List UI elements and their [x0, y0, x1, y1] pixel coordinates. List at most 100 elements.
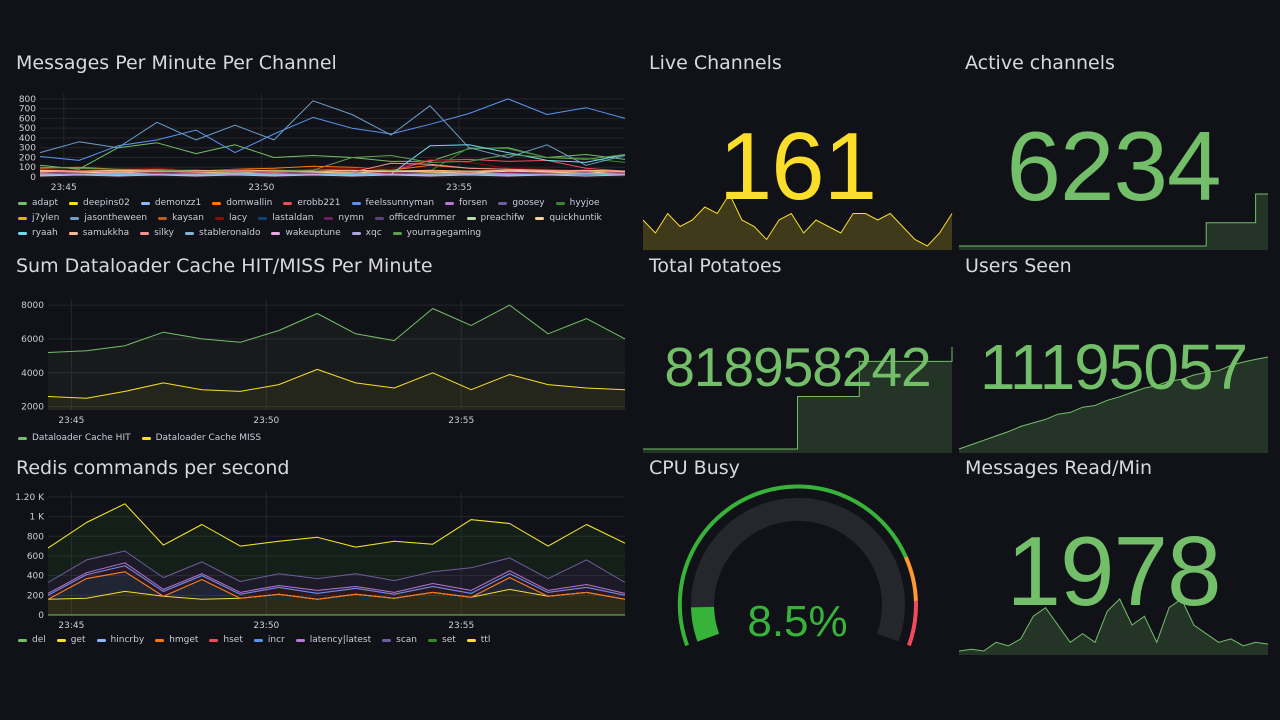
legend-item[interactable]: set: [428, 635, 456, 645]
legend-swatch: [141, 436, 151, 440]
legend-item[interactable]: del: [18, 635, 46, 645]
legend-item[interactable]: latency|latest: [295, 635, 371, 645]
legend-swatch: [158, 216, 168, 220]
legend-item[interactable]: deepins02: [69, 198, 130, 208]
legend-item[interactable]: ttl: [466, 635, 490, 645]
series-area: [48, 369, 625, 410]
legend-swatch: [96, 638, 106, 642]
series-line: [47, 571, 626, 600]
legend-label: Dataloader Cache MISS: [155, 433, 262, 443]
legend-item[interactable]: lacy: [214, 213, 248, 223]
stat-value: 818958242: [664, 336, 931, 398]
legend-item[interactable]: incr: [253, 635, 285, 645]
legend-item[interactable]: nymn: [324, 213, 364, 223]
series-line: [47, 304, 626, 353]
y-tick-label: 200: [19, 153, 36, 163]
legend-swatch: [56, 638, 66, 642]
legend-item[interactable]: Dataloader Cache HIT: [18, 433, 131, 443]
y-tick-label: 8000: [21, 301, 44, 311]
legend-swatch: [68, 231, 78, 235]
legend-item[interactable]: lastaldan: [258, 213, 313, 223]
legend-item[interactable]: hmget: [155, 635, 198, 645]
legend-label: hincrby: [110, 635, 145, 645]
legend-item[interactable]: goosey: [498, 198, 545, 208]
legend-item[interactable]: hyyjoe: [555, 198, 600, 208]
legend-swatch: [351, 231, 361, 235]
x-tick-label: 23:45: [51, 183, 77, 193]
legend-label: j7ylen: [32, 213, 60, 223]
legend-label: erobb221: [297, 198, 341, 208]
legend-swatch: [351, 201, 361, 205]
legend-swatch: [382, 638, 392, 642]
chart-legend: Dataloader Cache HIT Dataloader Cache MIS…: [18, 433, 633, 443]
y-tick-label: 600: [19, 114, 36, 124]
legend-item[interactable]: hset: [209, 635, 243, 645]
series-line: [39, 158, 626, 172]
legend-swatch: [466, 216, 476, 220]
x-tick-label: 23:45: [58, 416, 84, 426]
legend-item[interactable]: j7ylen: [18, 213, 59, 223]
legend-label: feelssunnyman: [365, 198, 435, 208]
legend-swatch: [18, 201, 27, 205]
legend-item[interactable]: jasontheween: [70, 213, 147, 223]
legend-label: wakeuptune: [285, 228, 341, 238]
legend-item[interactable]: yourragegaming: [392, 228, 481, 238]
legend-swatch: [214, 216, 224, 220]
redis-chart: 0 200 400 600 800 1 K 1.20 K 23:45 23:50 23:55: [15, 492, 626, 631]
legend-swatch: [140, 201, 150, 205]
panel-title: Live Channels: [649, 52, 782, 74]
legend-item[interactable]: stableronaldo: [185, 228, 260, 238]
legend-item[interactable]: get: [56, 635, 86, 645]
legend-swatch: [209, 638, 219, 642]
legend-label: goosey: [512, 198, 545, 208]
sparkline: [958, 598, 1269, 655]
y-tick-label: 300: [19, 144, 36, 154]
legend-label: lacy: [228, 213, 248, 223]
y-tick-label: 2000: [21, 403, 44, 413]
legend-swatch: [253, 638, 263, 642]
y-tick-label: 800: [27, 532, 44, 542]
legend-item[interactable]: officedrummer: [374, 213, 456, 223]
legend-label: get: [70, 635, 86, 645]
legend-item[interactable]: hincrby: [96, 635, 145, 645]
legend-swatch: [185, 231, 195, 235]
sparkline: [958, 356, 1269, 453]
legend-item[interactable]: scan: [382, 635, 417, 645]
legend-item[interactable]: kaysan: [158, 213, 204, 223]
legend-item[interactable]: quickhuntik: [535, 213, 602, 223]
legend-swatch: [212, 201, 222, 205]
series-area: [48, 562, 625, 596]
legend-item[interactable]: ryaah: [18, 228, 58, 238]
legend-item[interactable]: wakeuptune: [271, 228, 341, 238]
legend-item[interactable]: Dataloader Cache MISS: [141, 433, 262, 443]
legend-label: hset: [223, 635, 243, 645]
legend-swatch: [498, 201, 508, 205]
redis-panel: Redis commands per second 0 200 400 600 800 1…: [10, 457, 635, 652]
legend-item[interactable]: forsen: [445, 198, 487, 208]
legend-item[interactable]: samukkha: [68, 228, 129, 238]
legend-item[interactable]: preachifw: [466, 213, 524, 223]
sparkline-line: [642, 192, 953, 247]
sparkline-area: [959, 357, 1268, 453]
legend-item[interactable]: feelssunnyman: [351, 198, 435, 208]
sparkline-area: [959, 194, 1268, 250]
legend-item[interactable]: adapt: [18, 198, 58, 208]
stat-value: 6234: [1006, 111, 1221, 221]
legend-label: stableronaldo: [199, 228, 261, 238]
y-tick-label: 800: [19, 95, 36, 105]
x-tick-label: 23:50: [253, 621, 279, 631]
y-tick-label: 0: [30, 173, 36, 183]
legend-item[interactable]: demonzz1: [140, 198, 201, 208]
legend-swatch: [69, 201, 78, 205]
y-tick-label: 0: [38, 611, 44, 621]
series-area: [48, 565, 625, 600]
legend-swatch: [271, 231, 281, 235]
y-tick-label: 600: [27, 552, 44, 562]
legend-item[interactable]: silky: [140, 228, 174, 238]
legend-item[interactable]: domwallin: [212, 198, 272, 208]
series-line: [39, 100, 626, 166]
legend-item[interactable]: xqc: [351, 228, 382, 238]
legend-swatch: [428, 638, 437, 642]
legend-item[interactable]: erobb221: [283, 198, 341, 208]
